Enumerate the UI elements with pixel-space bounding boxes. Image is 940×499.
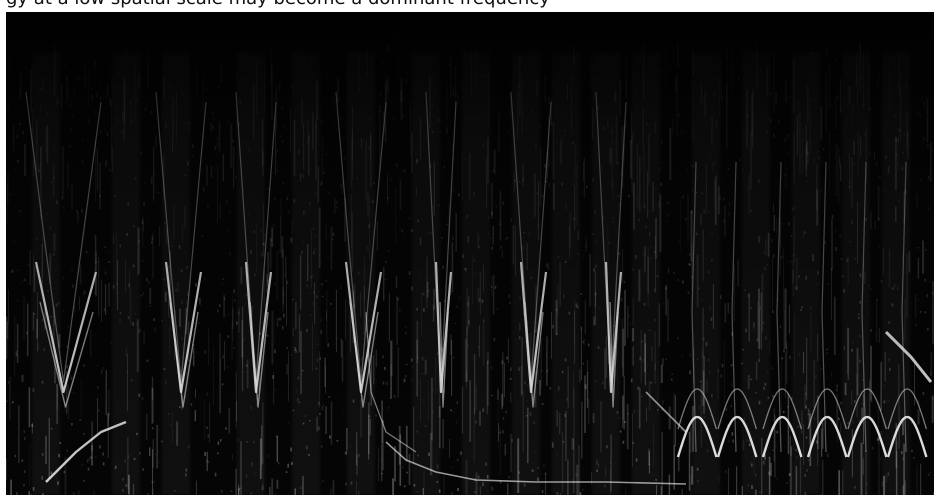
top-fade-overlay bbox=[6, 12, 934, 495]
cropped-caption-text: gy at a low spatial scale may become a d… bbox=[6, 0, 934, 10]
spectrogram-image bbox=[6, 12, 934, 495]
spectrogram-svg bbox=[6, 12, 934, 495]
